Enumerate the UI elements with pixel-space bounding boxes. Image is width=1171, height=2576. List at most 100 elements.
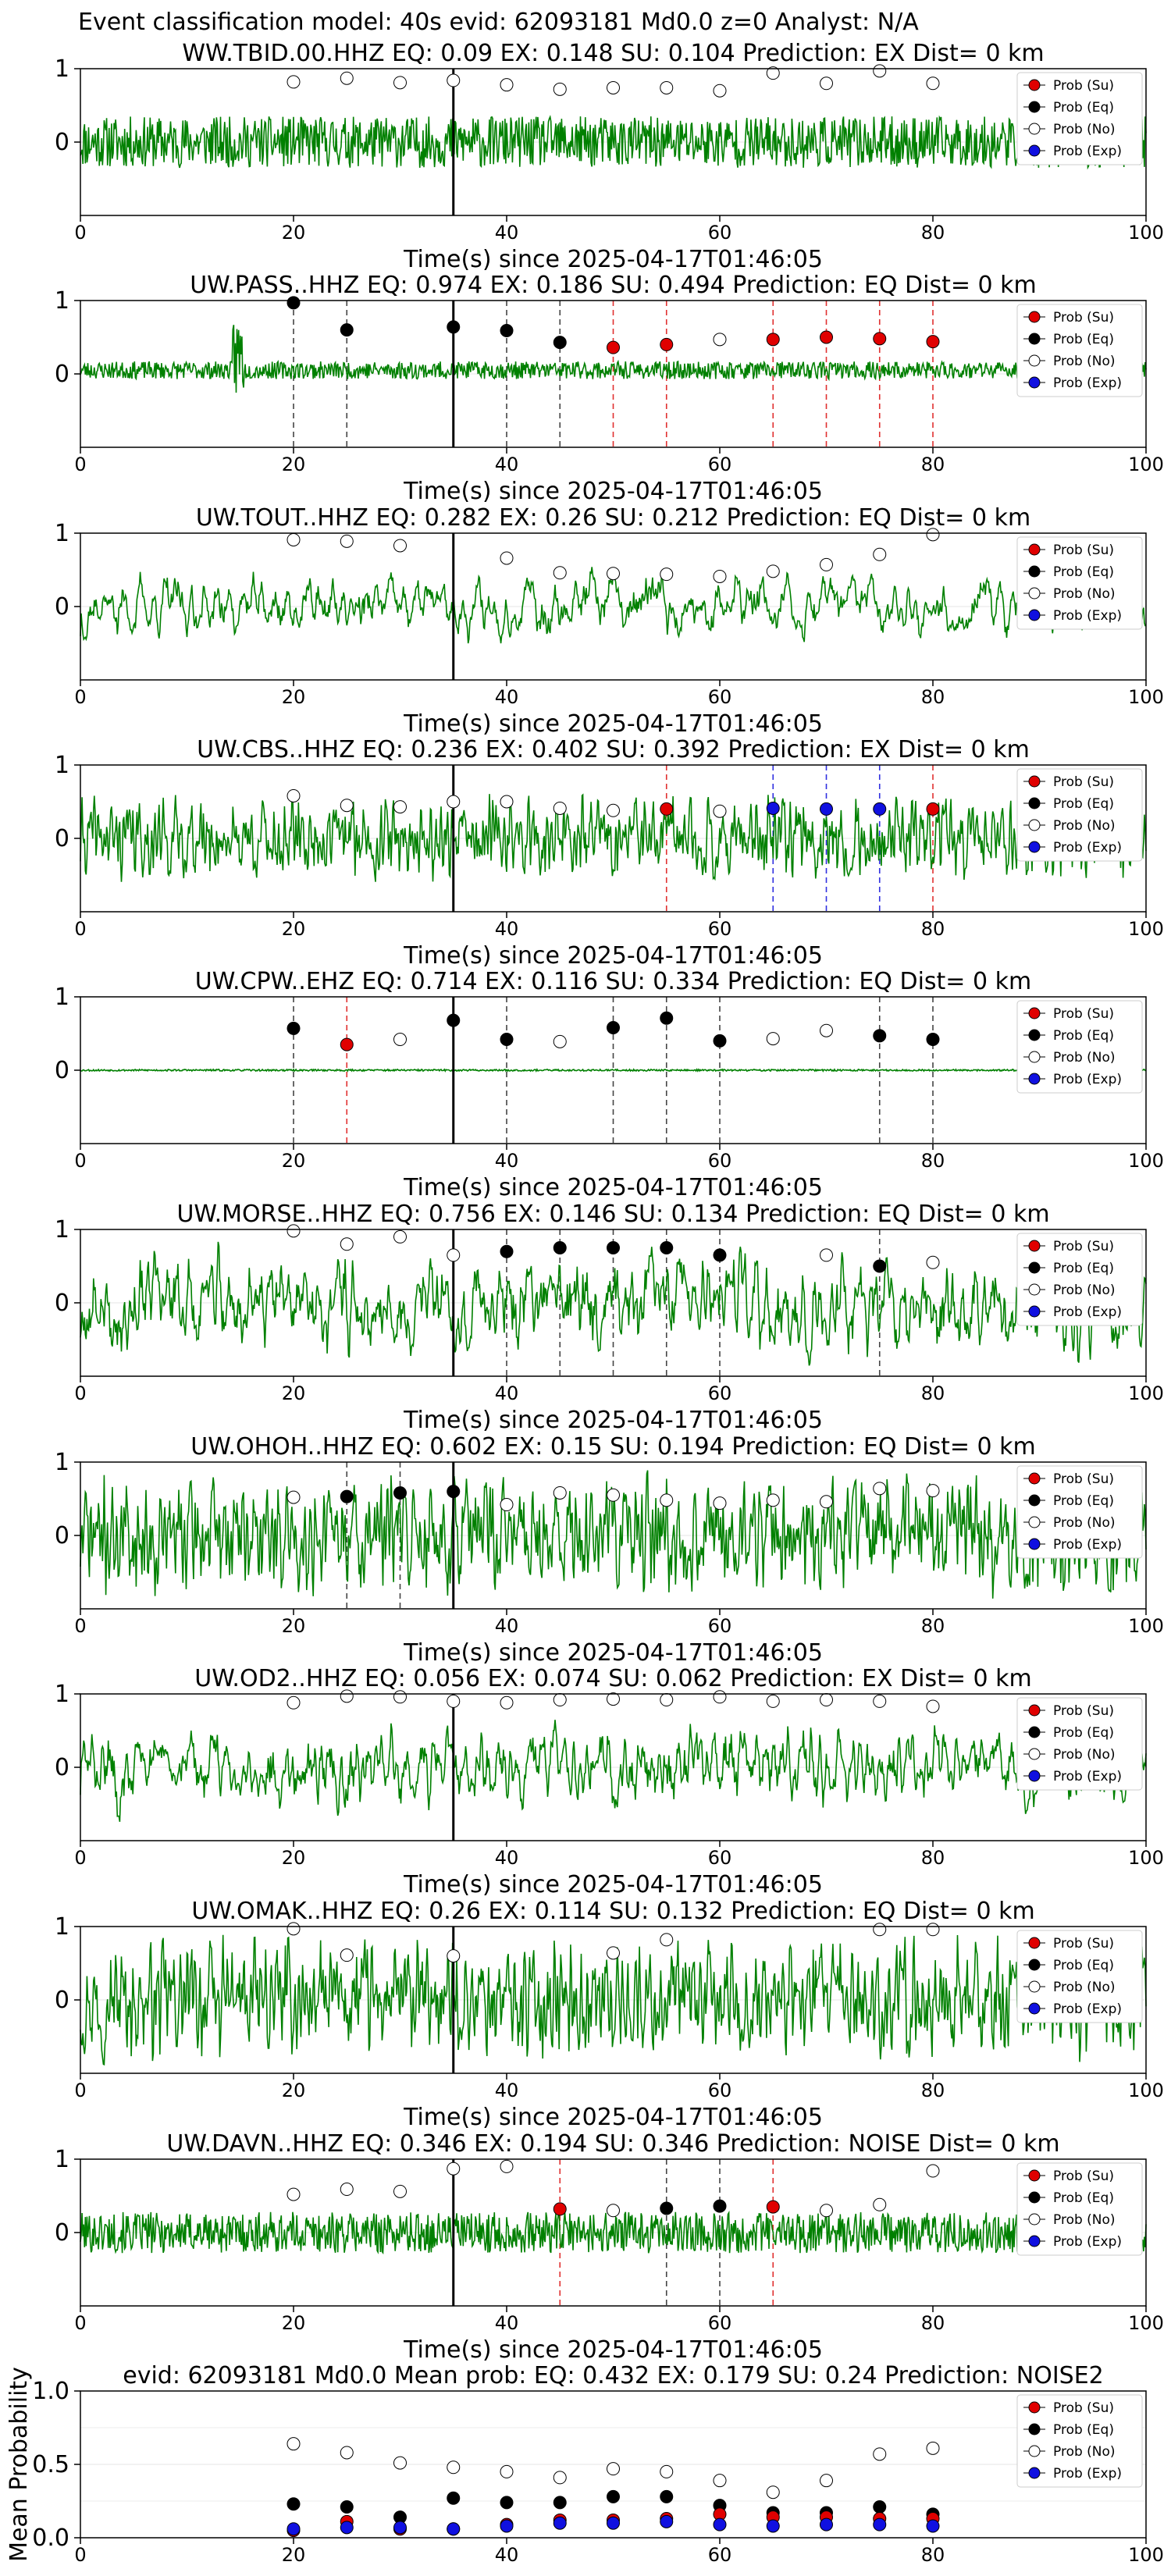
waveform-trace [80,1934,1147,2066]
legend-label: Prob (Eq) [1053,2190,1114,2206]
panel-title: UW.DAVN..HHZ EQ: 0.346 EX: 0.194 SU: 0.3… [166,2130,1059,2158]
y-tick-label: 0 [55,361,69,388]
prob-marker-no [607,1946,620,1960]
prob-marker-no [500,551,514,565]
legend-box [1016,2162,1143,2256]
legend-marker-exp [1028,2235,1041,2247]
legend-marker-no [1028,1051,1041,1063]
waveform-trace [80,1470,1147,1599]
prob-marker-no [766,564,780,578]
legend-marker-no [1028,123,1041,135]
legend-marker-exp [1028,1538,1041,1550]
x-tick-label: 40 [495,918,519,940]
x-tick-label: 0 [74,918,86,940]
legend-label: Prob (No) [1053,2212,1116,2228]
prob-marker-no [340,1237,354,1251]
prob-marker-no [660,1933,674,1947]
legend-label: Prob (Su) [1053,2400,1114,2416]
mean-prob-marker-exp [926,2519,940,2533]
prob-marker-eq [607,1241,620,1254]
legend-marker-su [1028,1007,1041,1019]
x-tick-label: 80 [921,1615,945,1637]
legend-marker-su [1028,1704,1041,1717]
panel-4: UW.CBS..HHZ EQ: 0.236 EX: 0.402 SU: 0.39… [55,736,1164,970]
x-tick-label: 20 [282,918,306,940]
mean-prob-marker-exp [766,2519,780,2533]
panel-7: UW.OHOH..HHZ EQ: 0.602 EX: 0.15 SU: 0.19… [55,1433,1164,1667]
prob-marker-no [926,1484,940,1498]
x-tick-label: 80 [921,454,945,475]
legend-label: Prob (Exp) [1053,840,1122,856]
panel-title: UW.TOUT..HHZ EQ: 0.282 EX: 0.26 SU: 0.21… [196,504,1030,532]
prob-marker-eq [340,323,354,337]
prob-marker-eq [713,2199,727,2213]
prob-marker-no [340,1948,354,1962]
prob-marker-no [447,73,461,87]
y-tick-label: 0 [55,1057,69,1084]
x-tick-label: 80 [921,2312,945,2334]
prob-marker-no [287,1490,301,1504]
x-tick-label: 100 [1128,454,1164,475]
x-tick-label: 60 [708,454,732,475]
prob-marker-eq [393,1485,407,1500]
legend-marker-eq [1028,2191,1041,2204]
x-tick-label: 20 [282,454,306,475]
prob-marker-no [660,1693,674,1707]
legend-label: Prob (Su) [1053,1703,1114,1719]
legend-marker-exp [1028,1770,1041,1782]
legend-label: Prob (Exp) [1053,1304,1122,1320]
x-tick-label: 20 [282,2080,306,2101]
x-tick-label: 20 [282,2312,306,2334]
prob-marker-no [820,2204,833,2218]
x-tick-label: 40 [495,686,519,708]
panel-title: UW.MORSE..HHZ EQ: 0.756 EX: 0.146 SU: 0.… [176,1201,1049,1228]
prob-marker-no [287,532,301,546]
mean-prob-marker-no [500,2464,514,2478]
prob-marker-eq [713,1248,727,1262]
prob-marker-su [873,332,887,346]
panel-title: UW.CBS..HHZ EQ: 0.236 EX: 0.402 SU: 0.39… [197,736,1030,763]
y-tick-label: 1 [55,2146,69,2173]
y-tick-label: 1 [55,984,69,1011]
x-tick-label: 60 [708,2544,732,2566]
x-tick-label: 20 [282,1150,306,1172]
y-tick-label: 0 [55,825,69,852]
y-axis-label: Mean Probability [5,2367,33,2562]
legend-label: Prob (No) [1053,354,1116,369]
legend-label: Prob (Eq) [1053,796,1114,812]
legend-marker-su [1028,2169,1041,2182]
legend-label: Prob (Eq) [1053,100,1114,116]
legend-box [1016,1697,1143,1791]
x-tick-label: 60 [708,918,732,940]
legend-label: Prob (Su) [1053,1006,1114,1022]
waveform-trace [80,115,1147,170]
mean-prob-marker-eq [873,2500,887,2514]
panel-9: UW.OMAK..HHZ EQ: 0.26 EX: 0.114 SU: 0.13… [55,1898,1164,2131]
panel-10: UW.DAVN..HHZ EQ: 0.346 EX: 0.194 SU: 0.3… [55,2130,1164,2364]
legend-marker-su [1028,1937,1041,1949]
mean-prob-marker-no [607,2462,620,2476]
x-tick-label: 0 [74,1847,86,1869]
panel-title: UW.OMAK..HHZ EQ: 0.26 EX: 0.114 SU: 0.13… [191,1898,1034,1925]
prob-marker-eq [553,336,567,350]
prob-marker-no [820,76,833,91]
panel-5: UW.CPW..EHZ EQ: 0.714 EX: 0.116 SU: 0.33… [55,968,1164,1201]
prob-marker-no [500,795,514,809]
x-tick-label: 0 [74,1150,86,1172]
x-tick-label: 40 [495,2080,519,2101]
legend-marker-exp [1028,376,1041,389]
x-tick-label: 80 [921,1847,945,1869]
x-tick-label: 0 [74,686,86,708]
legend-label: Prob (Exp) [1053,608,1122,624]
prob-marker-no [340,1689,354,1703]
panel-11: evid: 62093181 Md0.0 Mean prob: EQ: 0.43… [5,2362,1164,2566]
legend-label: Prob (Su) [1053,1936,1114,1952]
x-axis-label: Time(s) since 2025-04-17T01:46:05 [403,2336,823,2364]
legend-label: Prob (No) [1053,818,1116,834]
x-axis-label: Time(s) since 2025-04-17T01:46:05 [403,942,823,970]
mean-prob-marker-exp [447,2522,461,2536]
waveform-trace [80,793,1147,882]
prob-marker-eq [287,296,301,310]
panel-title: UW.OD2..HHZ EQ: 0.056 EX: 0.074 SU: 0.06… [194,1665,1032,1692]
